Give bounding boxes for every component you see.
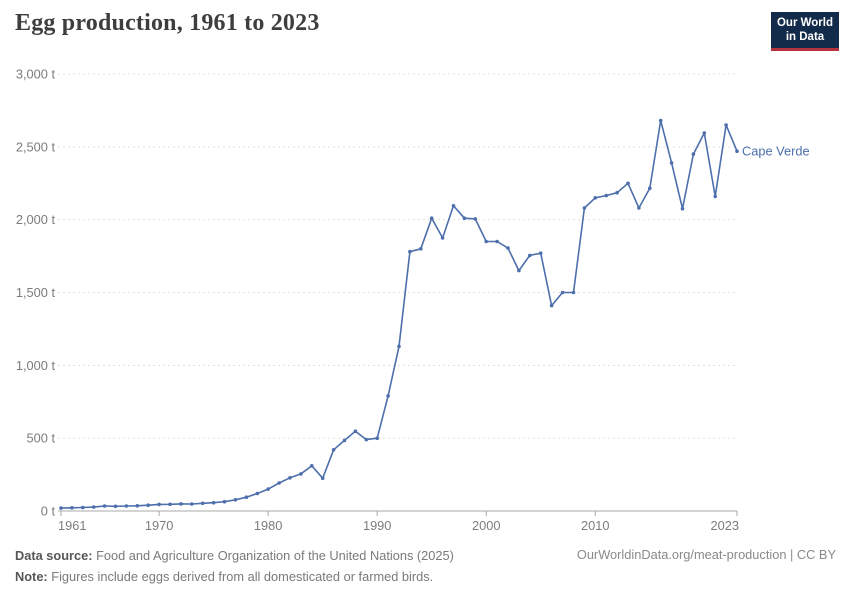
data-point	[310, 464, 314, 468]
data-point	[713, 194, 717, 199]
y-tick-label: 2,500 t	[16, 139, 56, 154]
data-point	[582, 206, 587, 210]
data-point	[549, 303, 554, 308]
y-tick-label: 1,500 t	[16, 285, 56, 300]
data-point	[168, 502, 172, 507]
data-point	[626, 181, 630, 186]
data-point	[462, 216, 467, 220]
note-label: Note:	[15, 569, 48, 584]
data-point	[669, 161, 674, 165]
data-point	[179, 502, 183, 506]
data-point	[233, 498, 238, 502]
note-text: Figures include eggs derived from all do…	[47, 569, 434, 584]
y-tick-label: 500 t	[27, 431, 56, 446]
data-point	[331, 448, 336, 452]
data-point	[538, 251, 543, 255]
y-tick-label: 2,000 t	[16, 212, 56, 227]
data-point	[451, 204, 456, 208]
entity-label: Cape Verde	[742, 144, 810, 159]
data-point	[299, 472, 303, 476]
owid-url-license-link[interactable]: OurWorldinData.org/meat-production | CC …	[576, 547, 836, 562]
data-point	[397, 344, 401, 349]
x-tick-label: 2000	[472, 518, 500, 533]
data-point	[658, 118, 663, 123]
chart-title: Egg production, 1961 to 2023	[15, 10, 320, 36]
data-point	[593, 196, 598, 200]
data-point	[528, 253, 532, 258]
data-point	[702, 131, 707, 135]
owid-logo[interactable]: Our World in Data	[771, 12, 839, 51]
data-source-line: Data source: Food and Agriculture Organi…	[15, 545, 535, 566]
data-point	[266, 487, 271, 491]
series-line	[60, 119, 738, 509]
data-point	[735, 149, 739, 153]
data-point	[429, 216, 434, 220]
data-point	[244, 495, 249, 500]
data-point	[124, 504, 129, 508]
data-point	[506, 246, 510, 250]
data-point	[637, 206, 641, 210]
data-point	[484, 239, 489, 244]
data-point	[724, 123, 728, 127]
data-point	[386, 394, 390, 398]
x-tick-label: 2010	[581, 518, 609, 533]
data-point	[277, 481, 281, 485]
data-point	[680, 206, 685, 211]
data-point	[560, 290, 565, 295]
data-point	[255, 491, 260, 496]
x-tick-label: 1990	[363, 518, 391, 533]
data-point	[342, 438, 347, 443]
y-tick-label: 1,000 t	[16, 358, 56, 373]
x-tick-label: 1970	[145, 518, 173, 533]
x-tick-label: 1980	[254, 518, 282, 533]
data-point	[571, 290, 576, 295]
y-tick-label: 0 t	[41, 504, 56, 519]
y-tick-label: 3,000 t	[16, 67, 56, 82]
data-point	[419, 247, 423, 251]
data-source-label: Data source:	[15, 548, 93, 563]
data-point	[70, 506, 74, 510]
data-point	[190, 502, 194, 506]
data-point	[81, 505, 85, 510]
data-point	[135, 504, 140, 508]
data-point	[113, 504, 118, 509]
data-point	[648, 186, 652, 191]
chart-footer-notes: Data source: Food and Agriculture Organi…	[15, 545, 535, 587]
data-point	[473, 217, 478, 221]
data-point	[604, 193, 608, 198]
data-source-text: Food and Agriculture Organization of the…	[92, 548, 454, 563]
data-point	[440, 236, 445, 240]
data-point	[200, 501, 205, 506]
data-point	[364, 437, 369, 442]
data-point	[517, 268, 521, 273]
x-tick-label: 1961	[58, 518, 86, 533]
data-point	[157, 502, 161, 507]
x-tick-label: 2023	[711, 518, 739, 533]
data-point	[288, 476, 292, 480]
data-point	[353, 429, 358, 434]
data-point	[146, 503, 150, 508]
owid-logo-line1: Our World	[776, 17, 833, 29]
data-point	[495, 239, 499, 244]
data-point	[91, 505, 96, 509]
owid-logo-line2: in Data	[785, 30, 825, 43]
note-line: Note: Figures include eggs derived from …	[15, 566, 535, 587]
data-point	[408, 249, 412, 254]
data-point	[102, 504, 107, 508]
data-point	[211, 500, 216, 505]
data-point	[222, 499, 227, 504]
data-point	[375, 436, 380, 441]
data-point	[615, 190, 619, 195]
data-point	[320, 476, 325, 481]
data-point	[59, 506, 63, 510]
data-point	[691, 152, 696, 156]
